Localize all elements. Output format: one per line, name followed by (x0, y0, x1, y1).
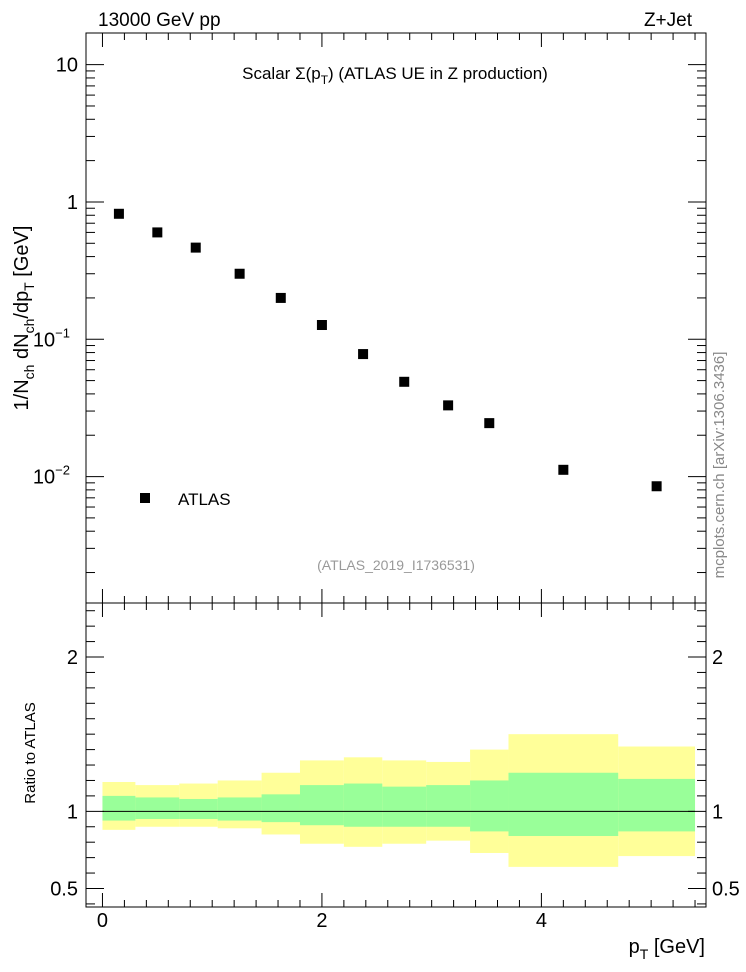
ratio-bands (102, 734, 696, 867)
x-tick-label: 2 (316, 910, 327, 932)
ratio-y-tick-label: 2 (67, 647, 78, 669)
ratio-uncertainty-band-inner (618, 778, 696, 832)
ratio-uncertainty-band-inner (217, 797, 262, 821)
y-tick-label: 10−2 (33, 463, 70, 489)
x-tick-label: 0 (97, 910, 108, 932)
x-axis-label: pT [GeV] (629, 936, 705, 962)
ratio-uncertainty-band-inner (179, 798, 218, 820)
data-point (113, 208, 124, 219)
data-point (651, 481, 662, 492)
data-point (484, 418, 495, 429)
data-point (558, 464, 569, 475)
x-tick-label: 4 (536, 910, 547, 932)
ratio-uncertainty-band-inner (426, 785, 471, 827)
ratio-uncertainty-band-inner (508, 772, 619, 837)
ratio-uncertainty-band-inner (299, 785, 344, 826)
main-y-axis: 10 1 10−1 10−2 (33, 55, 706, 574)
ratio-y-axis-label: Ratio to ATLAS (22, 702, 39, 803)
ratio-uncertainty-band-inner (261, 794, 300, 823)
plot-title: Scalar Σ(pT) (ATLAS UE in Z production) (242, 64, 548, 87)
ratio-y-axis: 0.5 0.5 1 1 2 2 (50, 610, 740, 905)
ratio-y-tick-label: 0.5 (50, 878, 78, 900)
data-point (399, 376, 410, 387)
data-points (113, 208, 662, 492)
y-tick-label: 10−1 (33, 325, 70, 351)
analysis-id: (ATLAS_2019_I1736531) (317, 557, 475, 573)
ratio-y-tick-label-right: 1 (712, 801, 723, 823)
ratio-y-tick-label-right: 0.5 (712, 878, 740, 900)
y-tick-label: 1 (67, 192, 78, 214)
legend-label-atlas: ATLAS (178, 490, 231, 509)
ratio-uncertainty-band-inner (102, 795, 136, 821)
ratio-y-tick-label: 1 (67, 801, 78, 823)
process-label: Z+Jet (644, 10, 693, 31)
x-axis: 0 2 4 (97, 33, 696, 932)
data-point (443, 400, 454, 411)
data-point (152, 227, 163, 238)
data-point (358, 349, 369, 360)
legend-marker-atlas (140, 493, 150, 503)
y-axis-label: 1/Nch dNch/dpT [GeV] (11, 226, 37, 411)
energy-label: 13000 GeV pp (98, 10, 221, 31)
ratio-uncertainty-band-inner (470, 780, 509, 832)
ratio-uncertainty-band-inner (343, 783, 383, 827)
main-plot-frame (85, 32, 707, 604)
ratio-plot-frame (85, 602, 707, 908)
y-tick-label: 10 (56, 55, 78, 77)
ratio-y-tick-label-right: 2 (712, 647, 723, 669)
ratio-uncertainty-band-inner (382, 786, 427, 827)
mcplots-source-label: mcplots.cern.ch [arXiv:1306.3436] (711, 352, 728, 579)
ratio-uncertainty-band-inner (135, 797, 180, 820)
data-point (316, 320, 327, 331)
data-point (234, 268, 245, 279)
data-point (190, 242, 201, 253)
data-point (275, 292, 286, 303)
